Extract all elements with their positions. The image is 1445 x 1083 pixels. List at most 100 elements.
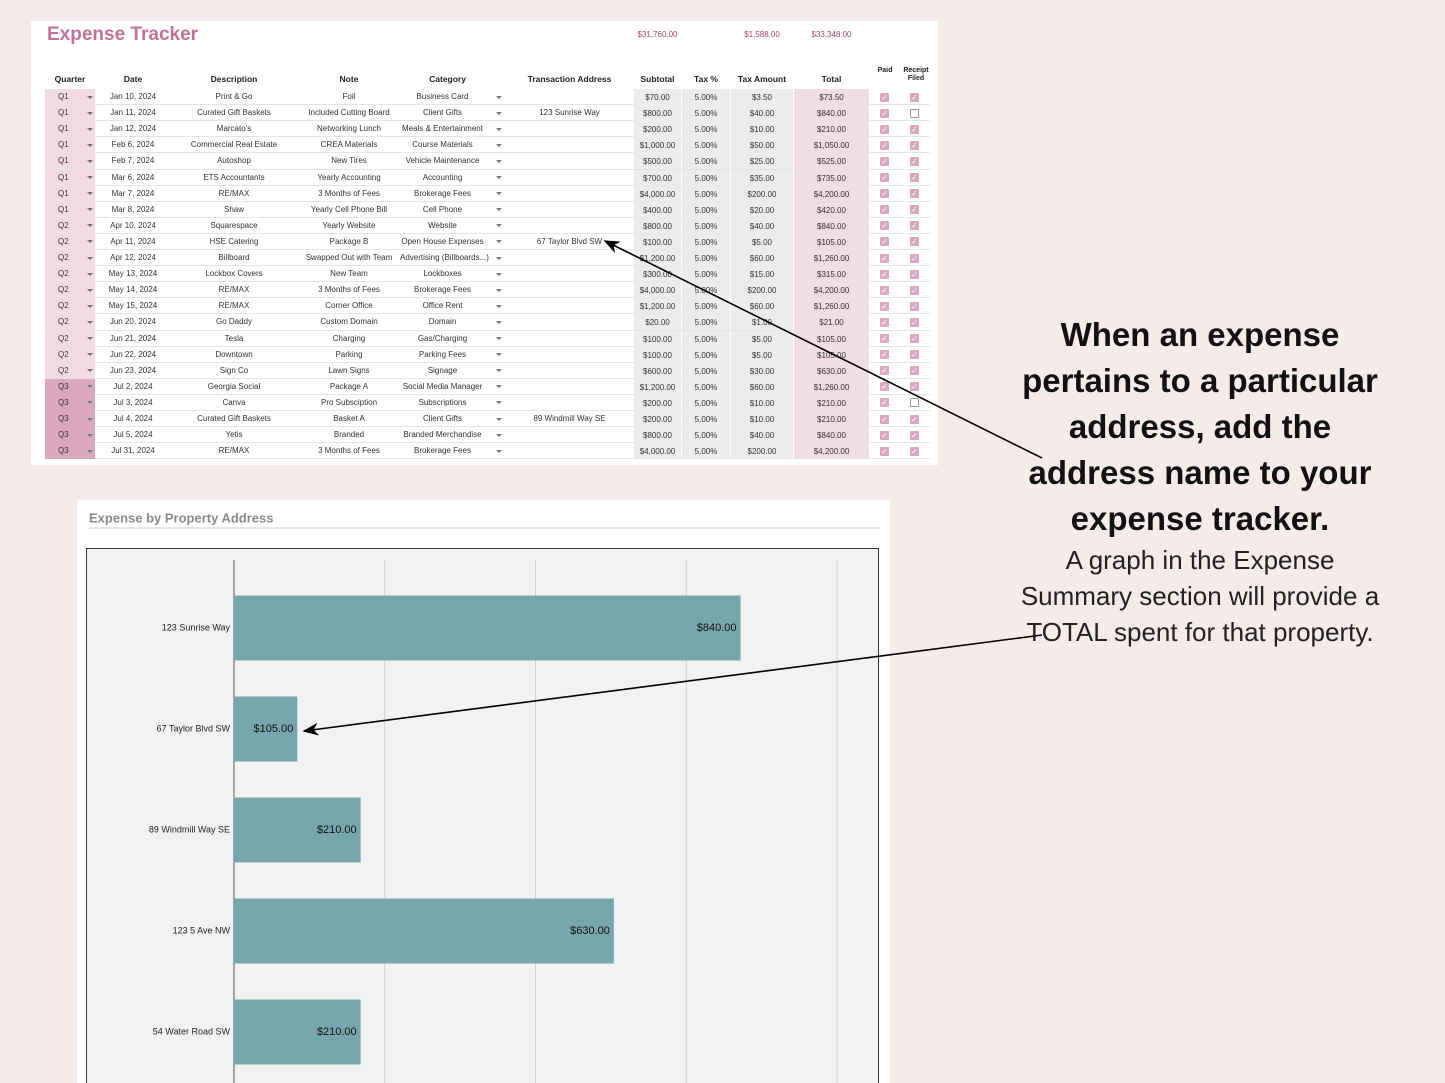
table-cell: $15.00 <box>731 266 793 283</box>
column-header: Description <box>210 74 258 84</box>
table-cell: Q2 <box>45 314 95 331</box>
row-rule <box>45 313 930 315</box>
table-cell: RE/MAX <box>218 446 250 456</box>
checkbox[interactable]: ✓ <box>910 205 919 215</box>
checkbox[interactable]: ✓ <box>910 221 919 231</box>
table-cell: RE/MAX <box>218 285 250 295</box>
checkbox[interactable]: ✓ <box>880 285 889 295</box>
checkbox[interactable]: ✓ <box>910 334 919 343</box>
table-cell: Jul 5, 2024 <box>113 430 153 440</box>
checkbox[interactable]: ✓ <box>880 205 889 215</box>
table-cell: $210.00 <box>794 121 869 138</box>
checkbox[interactable]: ✓ <box>910 189 919 199</box>
table-cell: $800.00 <box>634 105 681 122</box>
checkbox[interactable] <box>910 108 919 118</box>
checkbox[interactable]: ✓ <box>880 317 889 327</box>
table-cell: Networking Lunch <box>316 124 382 134</box>
checkbox[interactable]: ✓ <box>910 382 919 392</box>
table-cell: Signage <box>427 365 458 375</box>
checkbox[interactable]: ✓ <box>880 269 889 279</box>
arrow <box>603 240 1043 459</box>
table-cell: New Team <box>330 269 368 279</box>
table-cell: 5.00% <box>682 137 730 154</box>
checkbox[interactable]: ✓ <box>880 334 889 343</box>
row-rule <box>45 120 930 122</box>
checkbox[interactable]: ✓ <box>910 414 919 424</box>
checkbox[interactable] <box>910 398 919 408</box>
checkbox[interactable]: ✓ <box>880 446 889 456</box>
checkbox[interactable]: ✓ <box>910 285 919 295</box>
table-cell: $800.00 <box>634 427 681 444</box>
checkbox[interactable]: ✓ <box>910 253 919 263</box>
checkbox[interactable]: ✓ <box>880 414 889 424</box>
checkbox[interactable]: ✓ <box>910 269 919 279</box>
dropdown-arrow <box>496 224 502 228</box>
table-cell: $3.50 <box>731 89 793 106</box>
checkbox[interactable]: ✓ <box>880 382 889 392</box>
table-cell: Q1 <box>45 105 95 122</box>
checkbox[interactable]: ✓ <box>910 430 919 440</box>
table-cell: Included Cutting Board <box>308 108 390 118</box>
checkbox[interactable]: ✓ <box>910 173 919 182</box>
table-cell: Jul 31, 2024 <box>111 446 155 456</box>
arrow <box>302 634 1043 736</box>
table-cell: 5.00% <box>682 89 730 106</box>
checkbox[interactable]: ✓ <box>910 350 919 360</box>
checkbox[interactable]: ✓ <box>880 156 889 166</box>
table-cell: Sign Co <box>219 365 249 375</box>
checkbox[interactable]: ✓ <box>910 301 919 311</box>
checkbox[interactable]: ✓ <box>880 189 889 199</box>
checkbox[interactable]: ✓ <box>880 366 889 376</box>
table-cell: $200.00 <box>731 443 793 460</box>
checkbox[interactable]: ✓ <box>910 92 919 102</box>
column-header: Date <box>123 74 143 84</box>
table-cell: 5.00% <box>682 443 730 460</box>
table-cell: 5.00% <box>682 201 730 218</box>
row-rule <box>45 458 930 460</box>
table-cell: Jul 3, 2024 <box>113 397 153 407</box>
checkbox[interactable]: ✓ <box>880 253 889 263</box>
checkbox[interactable]: ✓ <box>880 430 889 440</box>
table-cell: $210.00 <box>794 394 869 411</box>
table-cell: Mar 8, 2024 <box>111 204 155 214</box>
checkbox[interactable]: ✓ <box>910 317 919 327</box>
checkbox[interactable]: ✓ <box>880 398 889 408</box>
table-cell: Yearly Website <box>322 220 376 230</box>
dropdown-arrow <box>87 369 93 373</box>
checkbox[interactable]: ✓ <box>880 173 889 182</box>
checkbox[interactable]: ✓ <box>910 124 919 134</box>
checkbox[interactable]: ✓ <box>880 237 889 247</box>
row-rule <box>45 104 930 106</box>
checkbox[interactable]: ✓ <box>880 350 889 360</box>
table-cell: 123 Sunrise Way <box>539 108 600 118</box>
checkbox[interactable]: ✓ <box>880 301 889 311</box>
checkbox[interactable]: ✓ <box>910 446 919 456</box>
table-cell: 5.00% <box>682 233 730 250</box>
table-cell: Q1 <box>45 89 95 106</box>
checkbox[interactable]: ✓ <box>910 156 919 166</box>
table-cell: Yearly Accounting <box>317 172 381 182</box>
checkbox[interactable]: ✓ <box>880 108 889 118</box>
checkbox[interactable]: ✓ <box>880 221 889 231</box>
table-cell: Client Gifts <box>422 108 463 118</box>
table-cell: $40.00 <box>731 105 793 122</box>
annotation-heading: When an expense pertains to a particular… <box>1022 316 1378 537</box>
checkbox[interactable]: ✓ <box>910 140 919 150</box>
checkbox[interactable]: ✓ <box>910 237 919 247</box>
checkbox[interactable]: ✓ <box>880 92 889 102</box>
row-rule <box>45 410 930 411</box>
table-cell: Brokerage Fees <box>414 446 471 456</box>
table-cell: Jan 12, 2024 <box>109 124 157 134</box>
table-cell: $1,200.00 <box>634 298 681 315</box>
table-cell: May 13, 2024 <box>108 269 158 279</box>
checkbox[interactable]: ✓ <box>880 140 889 150</box>
dropdown-arrow <box>87 449 93 453</box>
dropdown-arrow <box>496 369 502 373</box>
table-cell: 5.00% <box>682 427 730 444</box>
row-rule <box>45 184 930 186</box>
sheet-title: Expense Tracker <box>47 24 199 45</box>
table-cell: Tesla <box>224 333 244 343</box>
checkbox[interactable]: ✓ <box>910 366 919 376</box>
table-cell: Q2 <box>45 282 95 299</box>
checkbox[interactable]: ✓ <box>880 124 889 134</box>
